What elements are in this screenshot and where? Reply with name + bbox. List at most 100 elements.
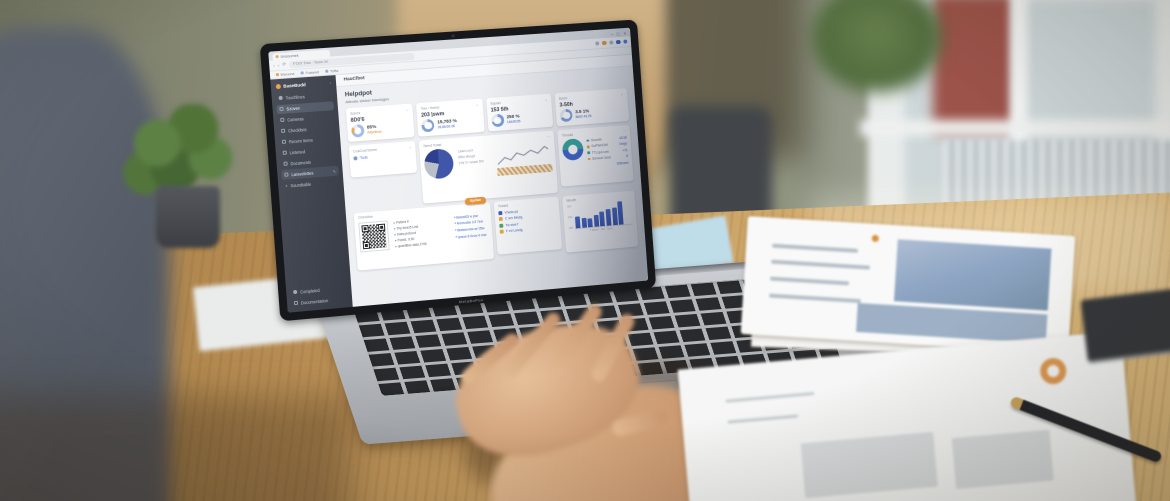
sync-icon[interactable] [622,39,628,44]
clock-icon [281,139,287,145]
kpi-gauge-chart [559,108,574,123]
kpi-title: Squad [490,100,501,106]
threads-link[interactable]: 8 20shown [616,154,629,166]
brochure-text-line [769,293,862,303]
profile-icon[interactable] [601,40,607,46]
bookmark-label: Toffw [329,68,339,74]
chevron-right-icon: › [329,80,332,86]
list-link[interactable]: F vvl Lwvdg [505,228,523,234]
kpi-gauge-chart [351,123,365,138]
legend-dot-icon [587,145,590,149]
kpi-card-3: Squad ⌄ 153 5th 250 % 16445/35 [486,93,554,131]
shortcut-list-card: Toastd Vhwlw pd C wrv Mwdg [493,196,563,255]
book-icon [293,301,299,306]
kpi-title: Emm [558,95,568,101]
chevron-down-icon[interactable]: ⌄ [620,91,624,97]
card-title: Need Toast [423,142,442,148]
plus-icon: + [285,183,288,189]
brand-name: BaseBudd [283,82,306,89]
list-link[interactable]: C wrv Mwdg [504,215,523,221]
list-link[interactable]: Vhwlw pd [504,209,519,215]
laptop-brand-label: MetaBoPoo [458,297,484,305]
brochure-logo-icon [871,234,879,242]
qr-card: Updwe Chinoline [353,196,494,271]
pencil-icon[interactable]: ✎ [332,169,336,174]
bookmark-square-icon [282,150,287,155]
dashboard-ui: Unsoumek – ▢ ✕ ‹ › ⟳ F'O0T 5'aw · Teww J… [268,27,649,313]
bookmark-icon [275,73,280,77]
threads-link[interactable]: 43.58 Gwge +71 [619,135,628,153]
webcam-dot [451,34,455,38]
list-item-icon [498,210,503,215]
kpi-gauge-chart [421,118,435,133]
menu-dots-icon[interactable] [608,40,614,45]
update-button[interactable]: Updwe [464,196,487,205]
bookmark-item[interactable]: Wwuona [275,71,295,77]
legend-dot-icon [587,151,591,155]
dashboard-content: Helpdpot Attivate sticker bandages Schml… [336,66,648,307]
sheet-image-block [951,430,1054,489]
user-circle-icon [278,96,283,101]
sheet-image-block [800,431,939,498]
qr-link[interactable]: Ipwow 8 0vvw 4 mlw [455,232,487,241]
shield-icon[interactable] [615,39,621,45]
brochure-text-line [771,260,870,271]
extension-icon[interactable] [594,41,600,46]
more-menu-icon[interactable]: ⋯ [622,127,627,134]
bar-chart-y-axis: 300 200 100 [566,204,574,230]
plant-pot [156,186,220,248]
close-icon[interactable]: ✕ [623,30,627,36]
card-title: Mouth [566,198,577,203]
kpi-sublabel: 26,66/30.08 [437,124,456,130]
browser-toolbar-icons [594,39,628,46]
chevron-down-icon[interactable]: ⌄ [408,144,412,150]
kpi-sublabel: 16445/35 [506,119,521,125]
threads-donut-card: Thrudd ⋯ Scoodh [557,124,634,187]
legend-dot-icon [587,157,591,161]
legend-dot-icon [586,139,590,143]
minimize-icon[interactable]: – [610,31,614,37]
app-main: HauClbot Helpdpot Attivate sticker banda… [335,54,648,307]
chevron-down-icon[interactable]: ⌄ [544,96,548,102]
sheet-text-line [726,414,799,424]
bookmark-item[interactable]: Toffw [325,68,339,74]
more-menu-icon[interactable]: ⋯ [546,133,551,139]
kpi-title: Two / Itwms [420,105,440,111]
kpi-title: Schml [350,110,361,116]
brick-building [933,0,1015,134]
bookmark-label: Wwuona [280,71,295,77]
reload-icon[interactable]: ⟳ [282,61,287,67]
qr-code [358,219,390,252]
qr-eye-icon [361,224,369,232]
donut-legend: Scoodh SuPWHOW TTLspd cow [586,136,612,169]
bookmark-item[interactable]: Fuawwd [301,70,319,75]
card-title: Toastd [497,203,509,209]
sheet-text-line [724,391,814,403]
kpi-card-1: Schml ⌄ 8D0'6 85% Adjudivas [345,103,415,142]
chevron-down-icon[interactable]: ⌄ [405,106,410,112]
back-icon[interactable]: ‹ [273,62,275,68]
connections-link[interactable]: Tods [359,155,368,160]
folder-icon [280,117,285,123]
kpi-card-2: Two / Itwms ⌄ 203 |swm 15,783 % 26,66/30… [416,97,485,137]
laptop-screen: Unsoumek – ▢ ✕ ‹ › ⟳ F'O0T 5'aw · Teww J… [259,19,657,322]
kpi-sublabel: Adjudivas [367,129,382,135]
sheet-logo-ring [1039,356,1068,386]
qr-eye-icon [378,223,386,231]
kpi-sublabel: 5600 43.25 [575,114,592,120]
breadcrumb: HauClbot [343,76,365,83]
brochure-text-line [770,276,850,286]
maximize-icon[interactable]: ▢ [616,30,621,36]
chevron-down-icon[interactable]: ⌄ [475,101,479,107]
houseplant-leaves [122,104,240,202]
card-title: Thrudd [561,132,573,138]
list-link[interactable]: Tw wvw f [505,222,519,228]
card-title: CoaCoerStorm [352,147,378,154]
flag-icon [281,128,286,134]
pie-chart-card: Need Toast ⋯ Lawn-Leol 8Wo Woupt 1%/ 2+ … [419,130,559,204]
status-dot-icon [353,156,358,161]
forward-icon[interactable]: › [277,62,280,68]
window-sill [860,120,1170,136]
trend-area-chart [496,141,554,176]
